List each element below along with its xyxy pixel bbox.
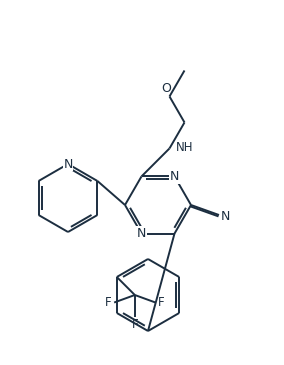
Text: NH: NH xyxy=(176,141,193,154)
Text: N: N xyxy=(220,210,230,223)
Text: N: N xyxy=(170,170,179,183)
Text: F: F xyxy=(158,296,165,309)
Text: O: O xyxy=(162,82,172,95)
Text: N: N xyxy=(63,158,73,170)
Text: F: F xyxy=(105,296,111,309)
Text: N: N xyxy=(137,227,146,240)
Text: F: F xyxy=(131,319,138,331)
